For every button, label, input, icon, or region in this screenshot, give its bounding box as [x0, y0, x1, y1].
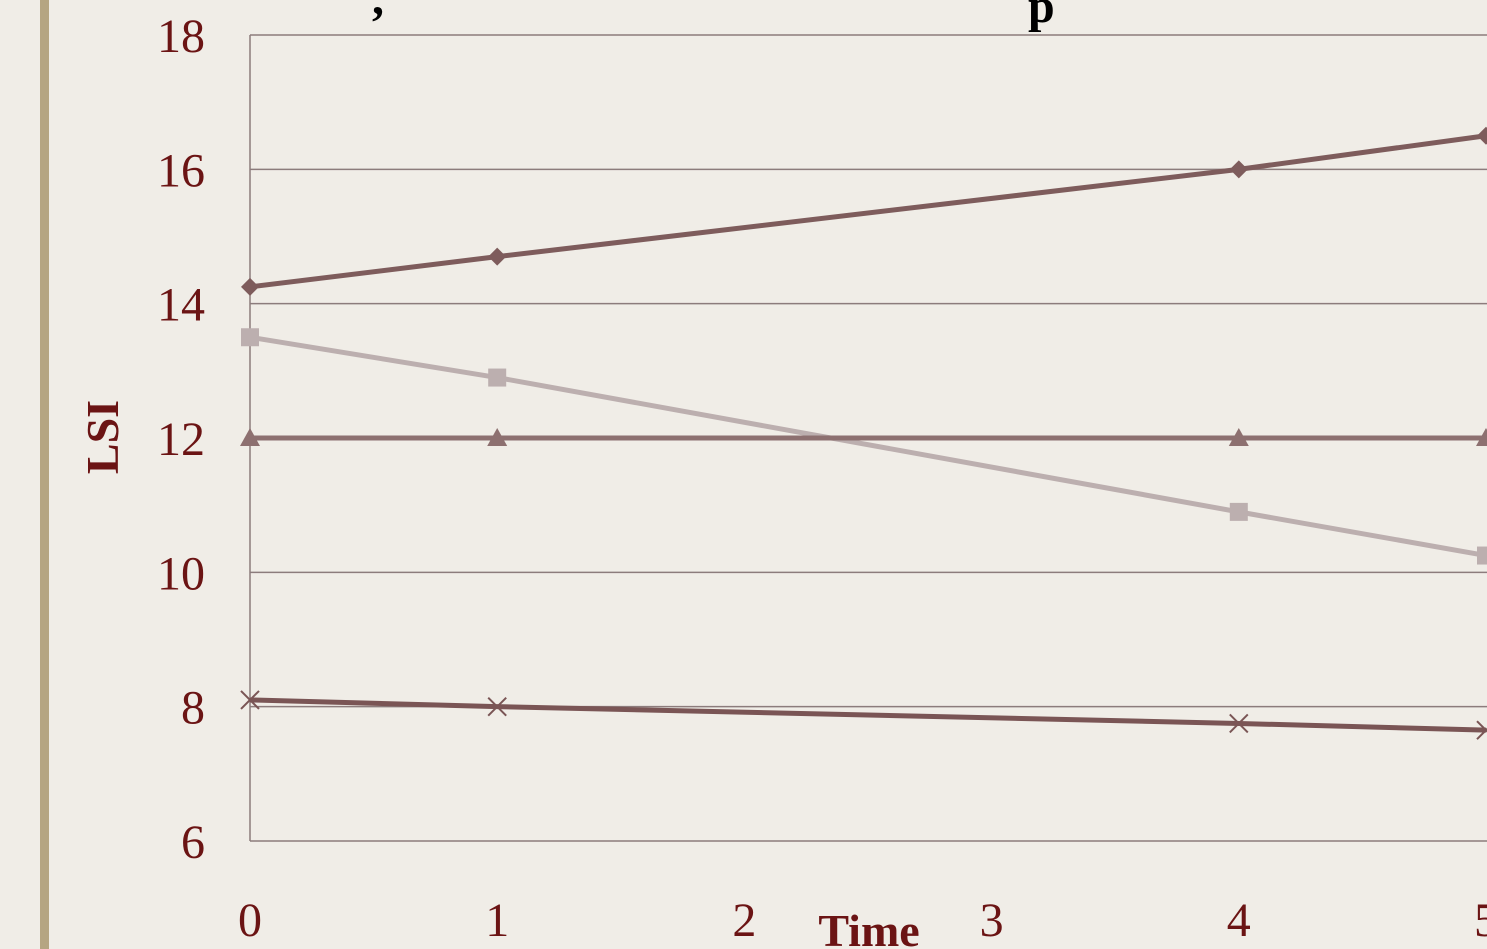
- x-tick-label: 4: [1227, 894, 1251, 947]
- data-point-square: [488, 368, 507, 387]
- series-2: [241, 328, 1487, 565]
- data-point-diamond: [488, 247, 507, 266]
- series-4: [240, 690, 1487, 740]
- data-series: [240, 126, 1487, 740]
- data-point-x: [487, 696, 507, 717]
- data-point-square: [1477, 546, 1487, 565]
- data-point-triangle: [1476, 428, 1487, 446]
- data-point-x-stroke: [1476, 727, 1487, 740]
- data-point-diamond: [241, 277, 259, 296]
- data-point-triangle: [1228, 428, 1249, 446]
- x-axis-ticks: 0 1 2 3 4 5: [238, 894, 1487, 947]
- chart-title-fragment-right: p: [1028, 0, 1055, 33]
- series-line: [249, 697, 1487, 733]
- y-tick-label: 8: [181, 682, 205, 735]
- series-line: [249, 133, 1487, 290]
- chart-title-fragment-left: ,: [372, 0, 384, 25]
- data-point-x: [1476, 720, 1487, 740]
- data-point-x-stroke: [487, 696, 507, 717]
- x-axis-title: Time: [818, 905, 919, 949]
- series-3: [240, 428, 1487, 446]
- y-tick-label: 14: [157, 279, 205, 332]
- y-tick-label: 6: [181, 816, 205, 869]
- slide-accent-rule: [40, 0, 49, 949]
- data-point-x: [240, 690, 260, 710]
- data-point-triangle: [487, 428, 508, 446]
- data-point-square: [241, 328, 259, 347]
- x-tick-label: 3: [980, 894, 1004, 947]
- y-tick-label: 16: [157, 144, 205, 197]
- data-point-x-stroke: [1229, 713, 1249, 734]
- y-tick-label: 10: [157, 547, 205, 600]
- y-tick-label: 12: [157, 413, 205, 466]
- data-point-diamond: [1477, 126, 1487, 145]
- y-axis-title: LSI: [77, 400, 128, 474]
- y-axis-ticks: 6 8 10 12 14 16 18: [157, 10, 205, 869]
- data-point-diamond: [1229, 160, 1248, 179]
- x-tick-label: 5: [1474, 894, 1487, 947]
- data-point-triangle: [240, 428, 260, 446]
- data-point-square: [1229, 502, 1248, 521]
- data-point-x-stroke: [240, 690, 260, 710]
- series-line: [249, 334, 1487, 559]
- x-tick-label: 0: [238, 894, 262, 947]
- x-tick-label: 2: [732, 894, 756, 947]
- x-tick-label: 1: [485, 894, 509, 947]
- data-point-x: [1229, 713, 1249, 734]
- y-tick-label: 18: [157, 10, 205, 63]
- series-1: [241, 126, 1487, 296]
